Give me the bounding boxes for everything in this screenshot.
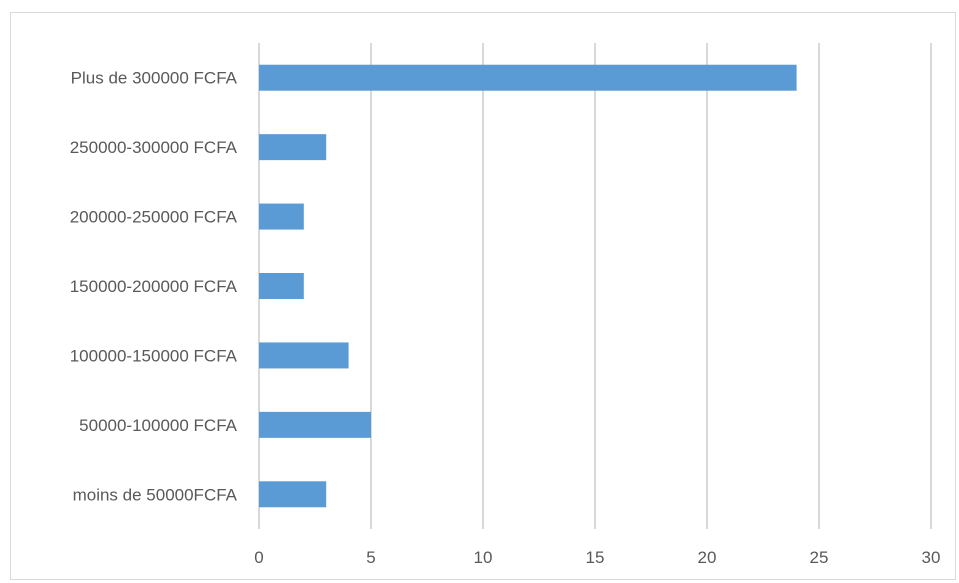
bar <box>259 411 371 438</box>
chart-frame: Plus de 300000 FCFA 250000-300000 FCFA 200… <box>10 12 956 580</box>
bar <box>259 273 304 299</box>
x-tick-label: 10 <box>474 548 493 567</box>
category-label: 150000-200000 FCFA <box>70 277 238 296</box>
bar <box>259 64 797 91</box>
bar <box>259 203 304 230</box>
x-tick-label: 5 <box>366 548 375 567</box>
bar <box>259 481 327 508</box>
category-label: moins de 50000FCFA <box>73 485 238 504</box>
category-label: 50000-100000 FCFA <box>79 416 237 435</box>
x-tick-label: 20 <box>698 548 717 567</box>
bar <box>259 342 349 369</box>
bar <box>259 134 327 161</box>
category-label: 100000-150000 FCFA <box>70 346 238 365</box>
x-tick-labels: 0 5 10 15 20 25 30 <box>254 548 940 567</box>
x-tick-label: 0 <box>254 548 263 567</box>
category-label: 250000-300000 FCFA <box>70 138 238 157</box>
category-label: 200000-250000 FCFA <box>70 208 238 227</box>
x-tick-label: 30 <box>922 548 941 567</box>
category-label: Plus de 300000 FCFA <box>71 69 238 88</box>
x-tick-label: 15 <box>586 548 605 567</box>
gridlines <box>258 43 932 529</box>
category-labels: Plus de 300000 FCFA 250000-300000 FCFA 200… <box>70 69 238 505</box>
bars <box>259 64 797 508</box>
x-tick-label: 25 <box>810 548 829 567</box>
